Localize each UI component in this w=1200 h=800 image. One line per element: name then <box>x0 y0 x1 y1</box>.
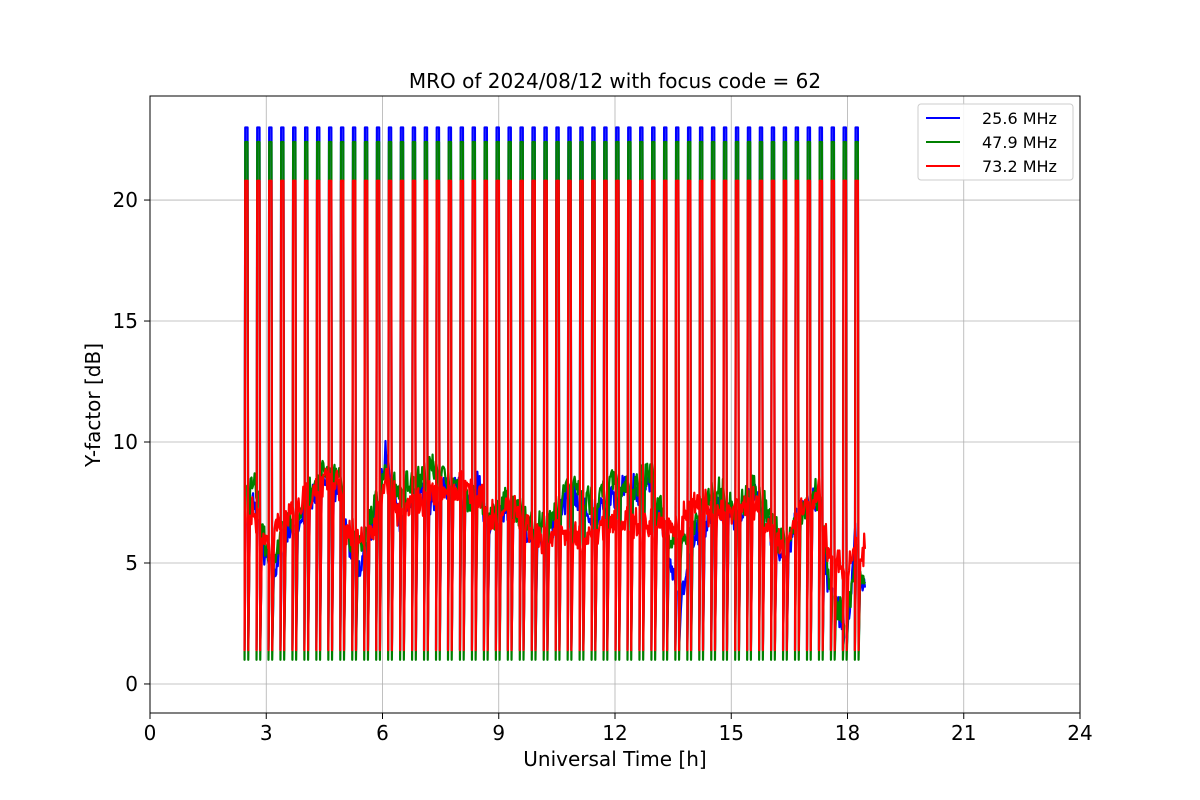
chart-title: MRO of 2024/08/12 with focus code = 62 <box>409 69 821 93</box>
x-tick-label: 3 <box>260 721 273 745</box>
y-tick-label: 10 <box>113 430 138 454</box>
y-tick-label: 5 <box>125 551 138 575</box>
x-axis: 0 3 6 9 12 15 18 21 24 <box>144 713 1093 745</box>
series-line <box>243 179 867 652</box>
x-tick-label: 6 <box>376 721 389 745</box>
x-tick-label: 18 <box>835 721 860 745</box>
x-tick-label: 15 <box>719 721 744 745</box>
legend-label: 47.9 MHz <box>982 133 1057 152</box>
y-tick-label: 0 <box>125 672 138 696</box>
x-tick-label: 0 <box>144 721 157 745</box>
x-tick-label: 21 <box>951 721 976 745</box>
x-tick-label: 12 <box>602 721 627 745</box>
legend-box <box>917 103 1074 181</box>
x-tick-label: 9 <box>492 721 505 745</box>
y-tick-label: 15 <box>113 309 138 333</box>
plot-area <box>243 126 867 661</box>
legend: 25.6 MHz 47.9 MHz 73.2 MHz <box>917 103 1074 181</box>
x-tick-label: 24 <box>1067 721 1092 745</box>
y-axis: 0 5 10 15 20 <box>113 188 150 696</box>
legend-label: 25.6 MHz <box>982 109 1057 128</box>
x-axis-label: Universal Time [h] <box>523 747 706 771</box>
legend-label: 73.2 MHz <box>982 157 1057 176</box>
y-axis-label: Y-factor [dB] <box>81 343 105 468</box>
y-tick-label: 20 <box>113 188 138 212</box>
